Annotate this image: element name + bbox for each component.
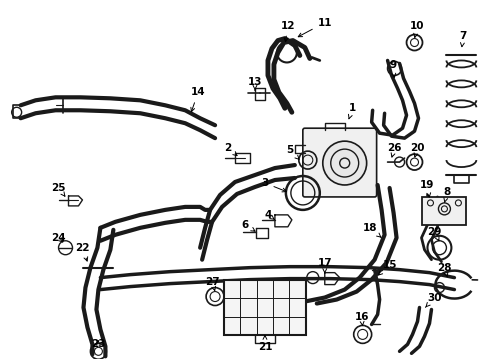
- Text: 20: 20: [409, 143, 424, 157]
- Text: 1: 1: [348, 103, 356, 119]
- FancyBboxPatch shape: [302, 128, 376, 197]
- Text: 7: 7: [459, 31, 466, 47]
- Circle shape: [322, 141, 366, 185]
- Text: 30: 30: [425, 293, 441, 307]
- Text: 21: 21: [257, 336, 272, 352]
- Text: 13: 13: [247, 77, 262, 90]
- Text: 15: 15: [378, 260, 396, 275]
- Text: 27: 27: [204, 276, 219, 291]
- Text: 26: 26: [386, 143, 401, 157]
- Text: 18: 18: [362, 223, 381, 238]
- Text: 19: 19: [419, 180, 434, 197]
- Text: 3: 3: [261, 178, 285, 192]
- Text: 29: 29: [427, 227, 441, 241]
- Text: 16: 16: [354, 312, 368, 325]
- Text: 14: 14: [190, 87, 205, 112]
- Text: 11: 11: [298, 18, 331, 37]
- FancyBboxPatch shape: [422, 197, 466, 225]
- Text: 17: 17: [317, 258, 331, 273]
- Text: 10: 10: [409, 21, 424, 37]
- Text: 22: 22: [75, 243, 89, 261]
- Bar: [224, 280, 305, 335]
- Text: 23: 23: [91, 339, 105, 349]
- Text: 9: 9: [388, 60, 395, 77]
- Text: 5: 5: [285, 145, 299, 159]
- Text: 6: 6: [241, 220, 255, 231]
- Text: 25: 25: [51, 183, 66, 196]
- Text: 8: 8: [443, 187, 450, 202]
- Text: 24: 24: [51, 233, 66, 243]
- Text: 12: 12: [280, 21, 295, 42]
- Text: 2: 2: [224, 143, 237, 156]
- Text: 28: 28: [436, 263, 451, 276]
- Text: 4: 4: [264, 210, 274, 220]
